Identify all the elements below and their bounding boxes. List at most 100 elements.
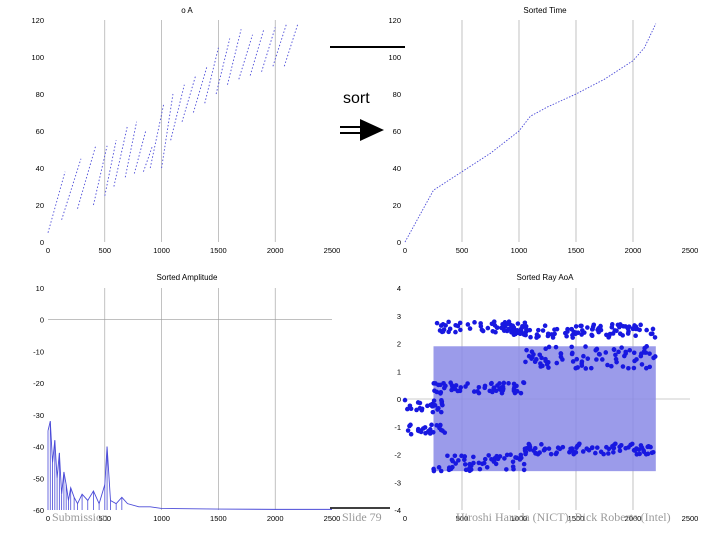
data-line bbox=[404, 23, 657, 243]
data-point bbox=[510, 459, 516, 465]
x-tick-label: 2500 bbox=[324, 246, 341, 255]
y-tick-label: 0 bbox=[397, 238, 401, 247]
x-tick-label: 500 bbox=[99, 246, 112, 255]
data-point bbox=[639, 362, 645, 367]
y-tick-label: -50 bbox=[33, 474, 44, 483]
data-point bbox=[546, 344, 552, 350]
data-point bbox=[571, 451, 577, 457]
data-point bbox=[446, 319, 451, 325]
data-point bbox=[589, 332, 594, 338]
data-point bbox=[458, 327, 463, 333]
data-point bbox=[652, 354, 658, 359]
data-point bbox=[597, 352, 602, 357]
chart-title: Sorted Ray AoA bbox=[517, 273, 575, 282]
data-point bbox=[574, 445, 579, 451]
data-point bbox=[598, 449, 604, 455]
data-point bbox=[438, 468, 444, 474]
data-point bbox=[490, 328, 496, 334]
data-point bbox=[431, 466, 436, 472]
chart-title: Sorted Time bbox=[523, 6, 567, 15]
data-point bbox=[457, 388, 463, 394]
footer-right: Hiroshi Harada (NICT), Rick Roberts (Int… bbox=[456, 510, 671, 524]
data-point bbox=[554, 326, 560, 332]
y-tick-label: 2 bbox=[397, 340, 401, 349]
data-point bbox=[467, 468, 473, 474]
data-trace bbox=[47, 171, 66, 233]
data-trace bbox=[104, 140, 117, 196]
data-point bbox=[471, 460, 476, 466]
data-point bbox=[643, 365, 649, 371]
data-point bbox=[502, 456, 507, 461]
data-point bbox=[638, 353, 644, 359]
y-tick-label: 80 bbox=[393, 90, 401, 99]
data-point bbox=[619, 345, 624, 350]
data-point bbox=[558, 351, 564, 357]
sort-label: sort bbox=[343, 90, 370, 107]
data-point bbox=[638, 322, 643, 328]
data-point bbox=[505, 321, 510, 327]
y-tick-label: 20 bbox=[36, 201, 44, 210]
data-point bbox=[420, 426, 426, 431]
data-point bbox=[442, 430, 448, 435]
y-tick-label: 120 bbox=[31, 16, 44, 25]
x-tick-label: 1500 bbox=[568, 514, 585, 523]
data-point bbox=[457, 320, 463, 326]
y-tick-label: 80 bbox=[36, 90, 44, 99]
footer-center: Slide 79 bbox=[342, 510, 382, 524]
data-point bbox=[514, 383, 519, 389]
x-tick-label: 0 bbox=[46, 246, 50, 255]
data-point bbox=[588, 365, 594, 371]
data-point bbox=[569, 327, 574, 332]
data-point bbox=[528, 334, 533, 340]
data-point bbox=[518, 390, 524, 396]
y-tick-label: -30 bbox=[33, 411, 44, 420]
data-point bbox=[476, 384, 482, 390]
x-tick-label: 1000 bbox=[511, 246, 528, 255]
x-tick-label: 500 bbox=[456, 514, 469, 523]
data-trace bbox=[238, 34, 253, 80]
plot-area: 0 500 1000 1500 2000 2500 4 3 2 1 0 -1 -2 -3 -4 bbox=[394, 284, 698, 523]
data-point bbox=[649, 331, 655, 336]
data-point bbox=[417, 400, 423, 406]
data-point bbox=[523, 359, 528, 365]
y-tick-label: 60 bbox=[36, 127, 44, 136]
data-point bbox=[465, 322, 471, 327]
data-point bbox=[534, 332, 540, 337]
data-point bbox=[452, 453, 458, 459]
data-trace bbox=[215, 38, 231, 95]
data-point bbox=[485, 325, 491, 331]
data-point bbox=[568, 446, 573, 452]
data-point bbox=[557, 446, 563, 452]
data-point bbox=[429, 422, 434, 428]
data-point bbox=[546, 360, 551, 365]
data-point bbox=[471, 389, 477, 394]
data-point bbox=[616, 349, 621, 355]
data-point bbox=[521, 461, 527, 467]
data-point bbox=[623, 445, 628, 451]
x-tick-label: 2500 bbox=[682, 246, 699, 255]
data-point bbox=[580, 449, 586, 454]
data-trace bbox=[181, 75, 197, 122]
data-point bbox=[634, 357, 639, 362]
data-point bbox=[494, 325, 500, 330]
data-point bbox=[425, 403, 430, 409]
data-point bbox=[511, 466, 516, 472]
data-point bbox=[440, 402, 445, 408]
data-point bbox=[447, 466, 452, 472]
y-tick-label: 1 bbox=[397, 367, 401, 376]
data-point bbox=[408, 422, 413, 428]
data-point bbox=[604, 332, 609, 338]
data-point bbox=[581, 353, 586, 359]
data-point bbox=[539, 355, 544, 361]
data-point bbox=[550, 335, 556, 340]
data-point bbox=[438, 382, 443, 388]
y-tick-label: -2 bbox=[394, 451, 401, 460]
chart-title: Sorted Amplitude bbox=[157, 273, 218, 282]
data-point bbox=[589, 445, 595, 451]
y-tick-label: -3 bbox=[394, 478, 401, 487]
data-point bbox=[515, 321, 521, 326]
x-tick-label: 1000 bbox=[511, 514, 528, 523]
data-point bbox=[639, 445, 645, 450]
data-point bbox=[484, 464, 490, 470]
